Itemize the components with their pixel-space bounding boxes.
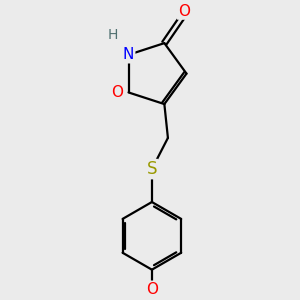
Text: S: S <box>147 160 157 178</box>
Text: O: O <box>146 282 158 297</box>
Text: O: O <box>111 85 123 100</box>
Text: N: N <box>123 47 134 62</box>
Text: O: O <box>178 4 190 19</box>
Text: H: H <box>107 28 118 42</box>
